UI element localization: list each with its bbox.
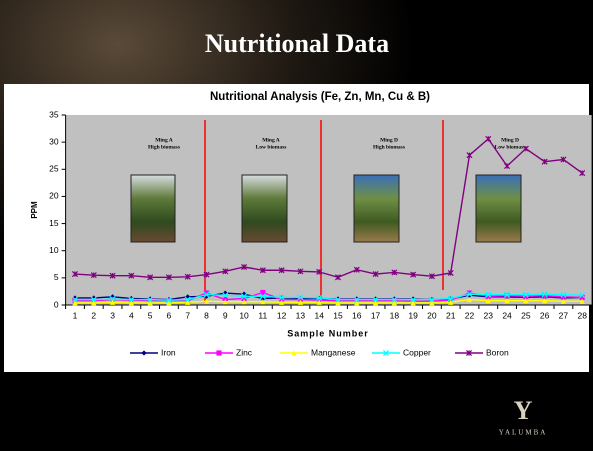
logo-mark: Y [514, 396, 533, 425]
y-tick-label: 10 [49, 245, 59, 255]
x-tick-label: 2 [91, 310, 96, 320]
annotation: Low biomass [256, 144, 287, 150]
chart-title: Nutritional Analysis (Fe, Zn, Mn, Cu & B… [210, 91, 430, 103]
page: Nutritional Data Nutritional Analysis (F… [0, 0, 593, 446]
slide: Nutritional Data Nutritional Analysis (F… [0, 0, 593, 446]
x-tick-label: 16 [352, 310, 362, 320]
x-tick-label: 20 [427, 310, 437, 320]
annotation: High biomass [148, 144, 180, 150]
slide-title: Nutritional Data [205, 29, 389, 58]
legend-marker [216, 350, 221, 355]
legend-label: Manganese [311, 347, 356, 357]
x-axis-label: Sample Number [287, 328, 369, 338]
x-tick-label: 25 [521, 310, 531, 320]
x-tick-label: 7 [185, 310, 190, 320]
x-tick-label: 28 [577, 310, 587, 320]
y-tick-label: 5 [54, 272, 59, 282]
x-tick-label: 5 [148, 310, 153, 320]
x-tick-label: 11 [258, 310, 267, 320]
legend-label: Zinc [236, 347, 253, 357]
x-tick-label: 13 [296, 310, 306, 320]
y-tick-label: 30 [49, 136, 59, 146]
x-tick-label: 8 [204, 310, 209, 320]
annotation: High biomass [373, 144, 405, 150]
x-tick-label: 1 [73, 310, 78, 320]
legend-label: Boron [486, 347, 509, 357]
annotation: Ming A [155, 137, 173, 143]
x-tick-label: 12 [277, 310, 287, 320]
legend-label: Iron [161, 347, 176, 357]
vineyard-photo [476, 175, 521, 242]
x-tick-label: 18 [390, 310, 400, 320]
vineyard-photo [131, 175, 175, 242]
x-tick-label: 6 [167, 310, 172, 320]
annotation: Ming D [501, 137, 519, 143]
x-tick-label: 17 [371, 310, 381, 320]
y-axis-label: PPM [30, 201, 39, 219]
annotation: Ming D [380, 137, 398, 143]
x-tick-label: 4 [129, 310, 134, 320]
y-tick-label: 15 [49, 218, 59, 228]
x-tick-label: 24 [502, 310, 512, 320]
x-tick-label: 22 [465, 310, 475, 320]
y-tick-label: 35 [49, 109, 59, 119]
x-tick-label: 19 [408, 310, 418, 320]
y-tick-label: 0 [54, 299, 59, 309]
x-tick-label: 26 [540, 310, 550, 320]
x-tick-label: 3 [110, 310, 115, 320]
x-tick-label: 10 [239, 310, 249, 320]
x-tick-label: 21 [446, 310, 456, 320]
y-tick-label: 20 [49, 191, 59, 201]
vineyard-photo [354, 175, 399, 242]
annotation: Low biomass [495, 144, 526, 150]
x-tick-label: 14 [314, 310, 324, 320]
vineyard-photo [242, 175, 287, 242]
y-tick-label: 25 [49, 164, 59, 174]
x-tick-label: 23 [484, 310, 494, 320]
x-tick-label: 27 [559, 310, 569, 320]
legend-label: Copper [403, 347, 431, 357]
x-tick-label: 15 [333, 310, 343, 320]
annotation: Ming A [262, 137, 280, 143]
logo-name: YALUMBA [499, 429, 548, 437]
x-tick-label: 9 [223, 310, 228, 320]
